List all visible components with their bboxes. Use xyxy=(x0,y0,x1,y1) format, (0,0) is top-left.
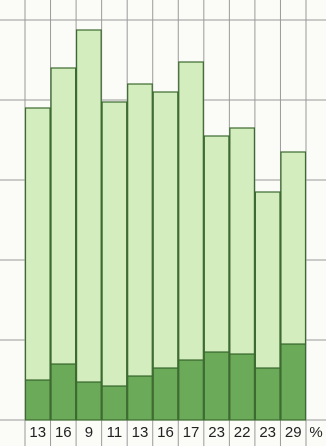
x-tick-label: 16 xyxy=(157,424,174,441)
bar-segment xyxy=(152,91,179,369)
x-tick-label: 23 xyxy=(259,424,276,441)
bar-segment xyxy=(24,379,51,421)
x-tick-label: 22 xyxy=(234,424,251,441)
unit-label: % xyxy=(309,424,322,441)
x-tick-label: 13 xyxy=(29,424,46,441)
x-tick-label: 16 xyxy=(55,424,72,441)
bar-segment xyxy=(203,135,230,353)
bar-segment xyxy=(75,29,102,383)
bar-segment xyxy=(127,375,153,421)
bar-segment xyxy=(280,343,307,421)
bar-segment xyxy=(178,61,204,361)
bar-segment xyxy=(50,363,77,421)
x-tick-label: 29 xyxy=(285,424,302,441)
bar-segment xyxy=(178,359,204,421)
bar-segment xyxy=(280,151,307,345)
bar-segment xyxy=(50,67,77,365)
bar-segment xyxy=(229,127,256,355)
bar-segment xyxy=(229,353,256,421)
bar-segment xyxy=(75,381,102,421)
x-tick-label: 9 xyxy=(85,424,93,441)
bar-segment xyxy=(254,367,281,421)
bar-segment xyxy=(152,367,179,421)
bar-segment xyxy=(24,107,51,381)
bar-segment xyxy=(101,101,128,387)
x-tick-label: 13 xyxy=(132,424,149,441)
bar-segment xyxy=(203,351,230,421)
bar-segment xyxy=(254,191,281,369)
bar-segment xyxy=(127,83,153,377)
x-tick-label: 11 xyxy=(107,424,123,441)
x-tick-label: 23 xyxy=(208,424,225,441)
x-tick-label: 17 xyxy=(183,424,200,441)
bar-segment xyxy=(101,385,128,421)
